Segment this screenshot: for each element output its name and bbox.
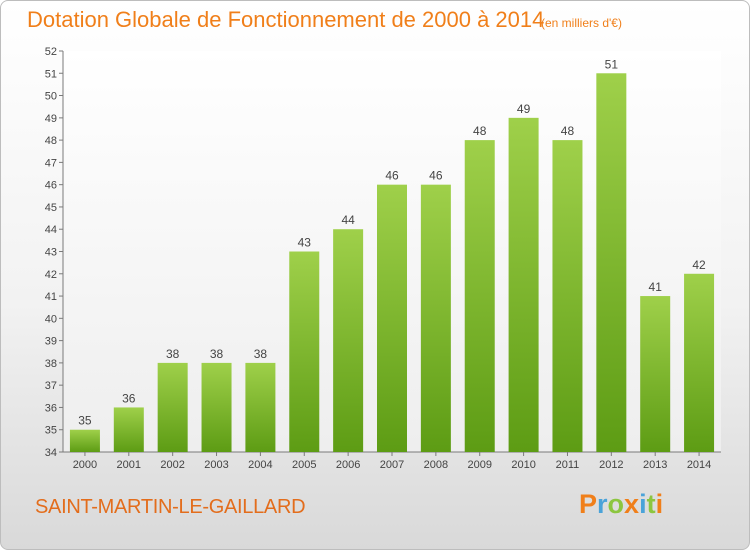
x-tick-label: 2001 xyxy=(117,459,141,471)
logo-letter: i xyxy=(639,489,647,519)
x-tick-label: 2014 xyxy=(687,459,711,471)
logo-letter: i xyxy=(655,489,664,519)
bar-value-label: 41 xyxy=(649,280,663,294)
logo-letter: o xyxy=(607,489,625,519)
x-tick-label: 2000 xyxy=(73,459,97,471)
bar-value-label: 49 xyxy=(517,102,531,116)
bar xyxy=(69,429,100,452)
proxiti-logo: Proxiti xyxy=(579,489,663,520)
bar xyxy=(201,362,232,452)
chart-unit: (en milliers d'€) xyxy=(541,16,622,30)
bar-value-label: 46 xyxy=(429,169,443,183)
bar-value-label: 42 xyxy=(692,258,706,272)
y-tick-label: 38 xyxy=(45,358,57,370)
x-tick-label: 2008 xyxy=(424,459,448,471)
x-tick-label: 2006 xyxy=(336,459,360,471)
y-tick-label: 48 xyxy=(45,135,57,147)
y-tick-label: 47 xyxy=(45,157,57,169)
y-tick-label: 37 xyxy=(45,380,57,392)
bar xyxy=(508,117,539,452)
x-tick-label: 2005 xyxy=(292,459,316,471)
bar-value-label: 35 xyxy=(78,414,92,428)
bar xyxy=(596,73,627,453)
bar-value-label: 48 xyxy=(473,124,487,138)
y-tick-label: 51 xyxy=(45,68,57,80)
x-tick-label: 2004 xyxy=(248,459,272,471)
x-tick-label: 2013 xyxy=(643,459,667,471)
y-tick-label: 46 xyxy=(45,180,57,192)
y-tick-label: 52 xyxy=(45,46,57,58)
y-tick-label: 43 xyxy=(45,247,57,259)
chart-title: Dotation Globale de Fonctionnement de 20… xyxy=(27,7,545,32)
y-tick-label: 34 xyxy=(45,447,57,459)
x-tick-label: 2011 xyxy=(556,459,580,471)
bar-value-label: 38 xyxy=(254,347,268,361)
x-tick-label: 2009 xyxy=(467,459,491,471)
bar xyxy=(640,296,671,452)
bar-value-label: 48 xyxy=(561,124,575,138)
bar xyxy=(420,184,451,452)
logo-letter: r xyxy=(597,489,608,519)
bar-value-label: 38 xyxy=(210,347,224,361)
y-tick-label: 42 xyxy=(45,269,57,281)
logo-letter: t xyxy=(646,489,656,519)
x-tick-label: 2010 xyxy=(511,459,535,471)
bar xyxy=(377,184,407,452)
logo-letter: x xyxy=(624,489,640,519)
x-tick-label: 2003 xyxy=(204,459,228,471)
y-tick-label: 41 xyxy=(45,291,57,303)
bar xyxy=(684,273,715,452)
bar xyxy=(245,362,276,452)
bar xyxy=(289,251,320,452)
logo-letter: P xyxy=(579,489,598,519)
bar-value-label: 43 xyxy=(298,236,312,250)
bar xyxy=(333,229,364,452)
x-tick-label: 2012 xyxy=(599,459,623,471)
y-tick-label: 36 xyxy=(45,402,57,414)
bar xyxy=(113,407,144,452)
bar-value-label: 38 xyxy=(166,347,180,361)
bar xyxy=(464,140,495,452)
y-tick-label: 44 xyxy=(45,224,57,236)
y-tick-label: 45 xyxy=(45,202,57,214)
y-tick-label: 40 xyxy=(45,313,57,325)
bar-value-label: 46 xyxy=(385,169,399,183)
bar xyxy=(552,140,583,452)
bar-value-label: 36 xyxy=(122,391,136,405)
y-tick-label: 39 xyxy=(45,336,57,348)
x-tick-label: 2002 xyxy=(160,459,184,471)
commune-name: SAINT-MARTIN-LE-GAILLARD xyxy=(35,496,306,518)
y-tick-label: 35 xyxy=(45,425,57,437)
y-tick-label: 50 xyxy=(45,91,57,103)
x-tick-label: 2007 xyxy=(380,459,404,471)
bar-value-label: 44 xyxy=(341,213,355,227)
bar xyxy=(157,362,188,452)
bar-value-label: 51 xyxy=(605,57,619,71)
y-tick-label: 49 xyxy=(45,113,57,125)
